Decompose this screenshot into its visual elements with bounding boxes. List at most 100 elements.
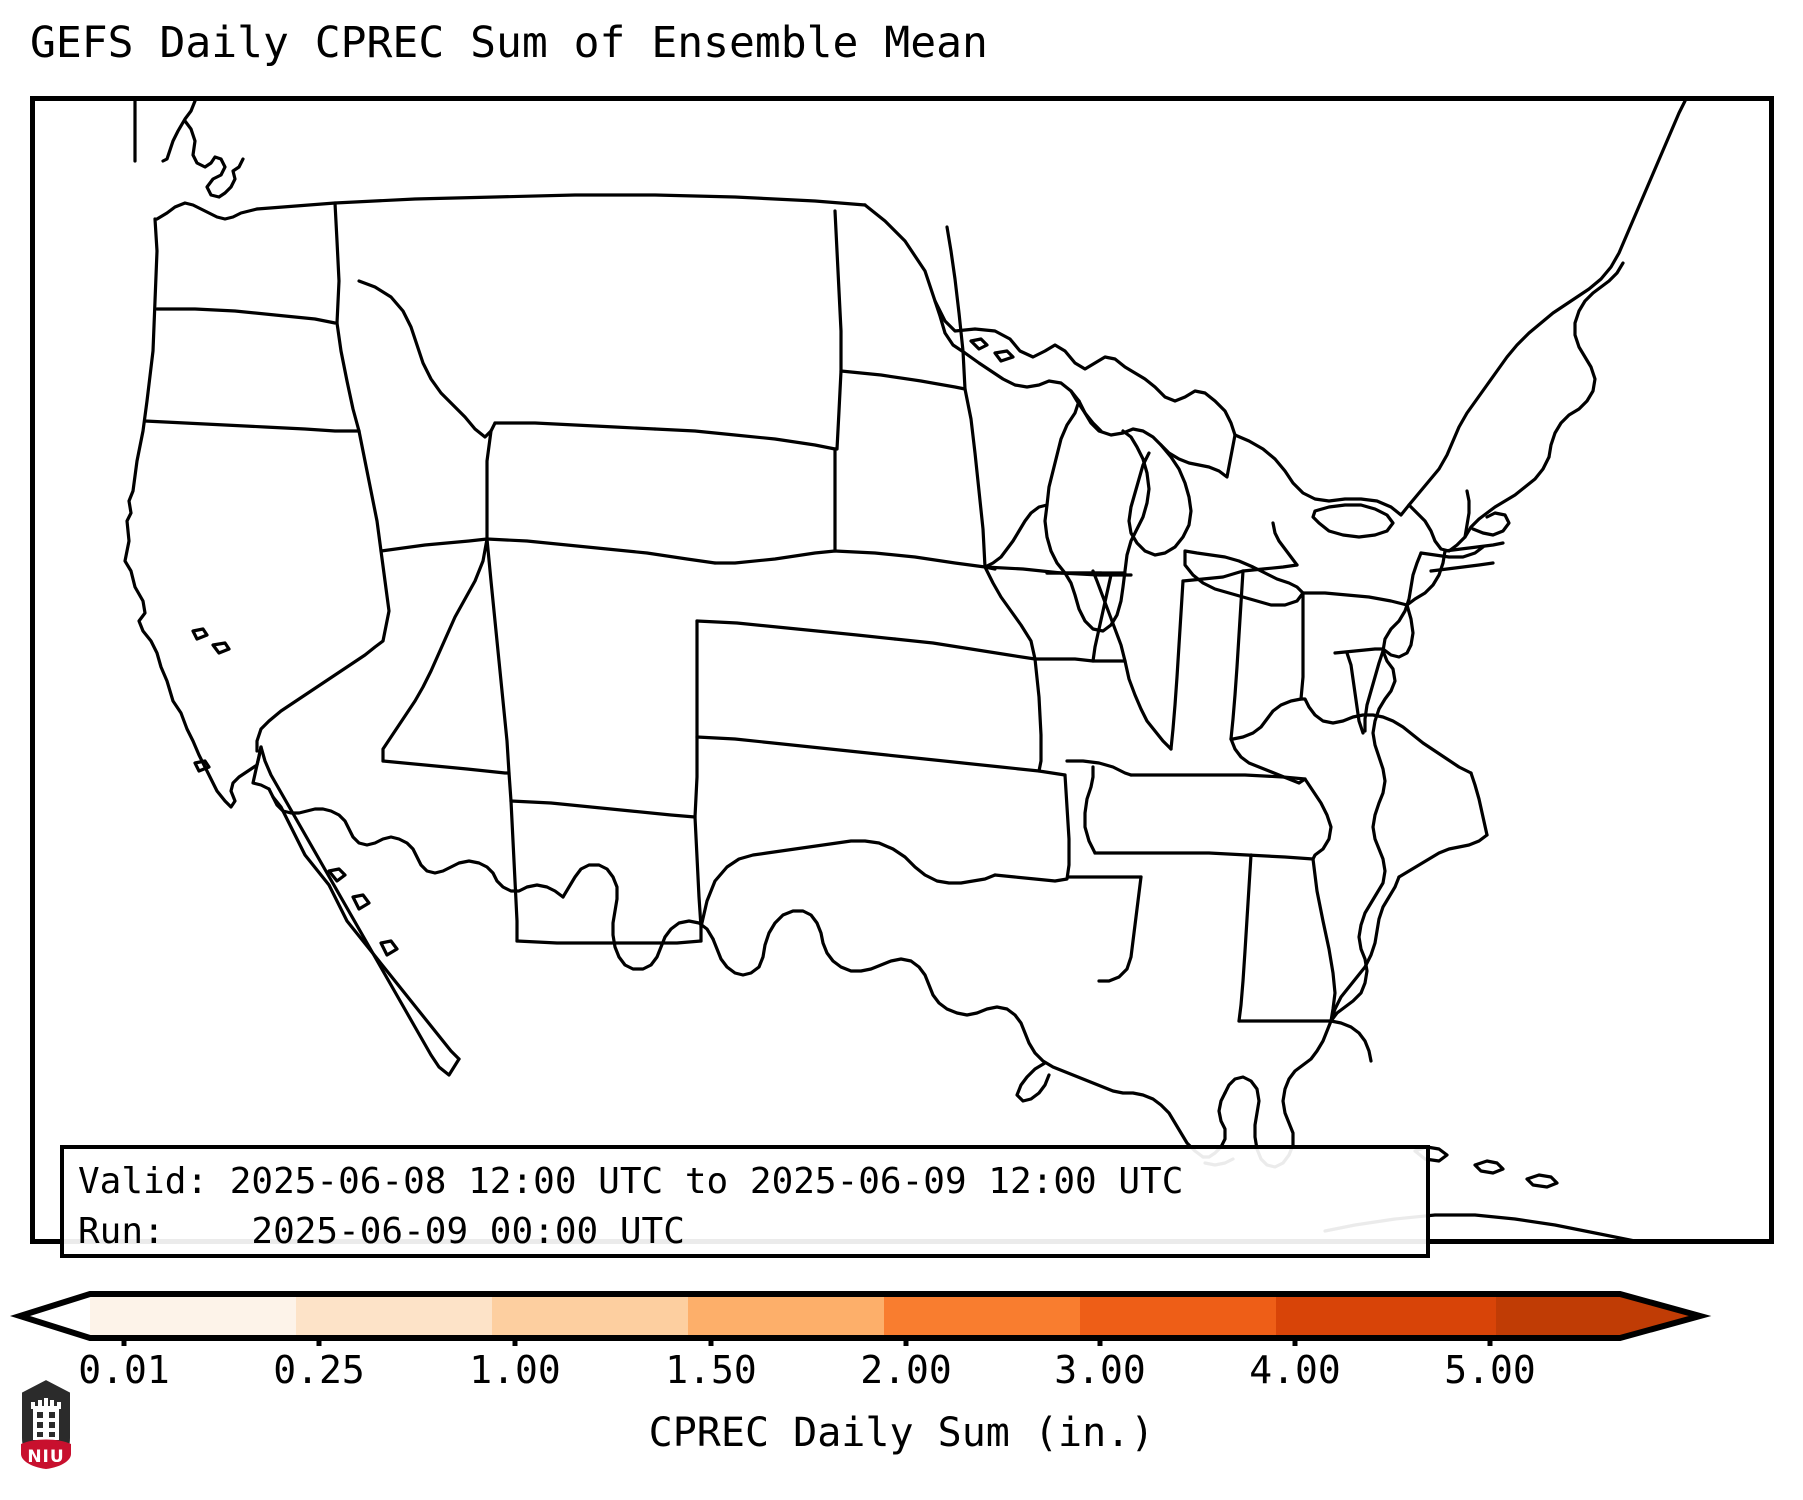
state-line-al-ga xyxy=(1311,857,1337,1023)
state-line-nm-tx-south xyxy=(515,939,703,945)
mississippi-delta xyxy=(1015,1061,1051,1103)
colorbar-tick-labels: 0.01 0.25 1.00 1.50 2.00 3.00 4.00 5.00 xyxy=(0,1348,1803,1398)
state-line-in-mi xyxy=(1181,569,1245,583)
colorbar-segment-6 xyxy=(1080,1294,1276,1338)
state-line-or-id xyxy=(335,321,361,433)
mid-atlantic-coast xyxy=(1223,551,1423,1169)
state-line-ok-tx xyxy=(699,839,997,929)
page-title: GEFS Daily CPREC Sum of Ensemble Mean xyxy=(30,18,988,68)
mexico-border-west xyxy=(251,745,271,791)
colorbar-segment-2 xyxy=(296,1294,492,1338)
colorbar-svg xyxy=(9,1291,1712,1346)
niu-banner xyxy=(21,1439,71,1469)
state-line-il-wi-north xyxy=(1045,571,1113,577)
state-line-ma-ct xyxy=(1429,561,1495,573)
colorbar-tick-label: 0.01 xyxy=(78,1348,170,1392)
colorbar-tick-label: 5.00 xyxy=(1444,1348,1536,1392)
valid-time-text: Valid: 2025-06-08 12:00 UTC to 2025-06-0… xyxy=(78,1161,1184,1202)
state-line-co-ne-ks xyxy=(695,619,897,641)
ne-canada-border xyxy=(1233,101,1687,517)
state-line-ne-ia-mo xyxy=(983,565,1037,661)
channel-island-2 xyxy=(211,641,231,655)
cape-cod xyxy=(1471,511,1511,537)
state-line-ut-wy-north xyxy=(485,429,493,541)
lake-ontario xyxy=(1311,503,1395,539)
state-line-wi-ia-il xyxy=(1091,573,1113,663)
texas-gulf xyxy=(561,863,715,971)
gulf-coast xyxy=(711,909,1205,1159)
lake-huron xyxy=(1127,443,1193,557)
colorbar-segments xyxy=(20,1294,1700,1338)
state-line-sd-mn-ia xyxy=(963,387,987,569)
rio-grande xyxy=(267,787,565,899)
gulf-of-california-islet-3 xyxy=(379,939,399,957)
state-line-ny-ct-ma xyxy=(1443,541,1505,553)
state-line-mt-wy xyxy=(653,427,837,451)
lake-superior-islet xyxy=(993,349,1015,363)
baja-west xyxy=(259,745,461,1077)
state-line-ia-mo xyxy=(1033,657,1127,663)
state-line-il-mo-ia xyxy=(1091,569,1127,663)
state-line-tn-nc xyxy=(1303,777,1333,861)
state-line-nm-tx xyxy=(693,815,703,943)
state-line-id-mt xyxy=(357,279,497,439)
gulf-of-california-islet-2 xyxy=(351,893,371,911)
us-canada-border-west xyxy=(255,193,867,211)
niu-banner-text: NIU xyxy=(27,1447,64,1467)
state-line-tn-south xyxy=(1093,851,1315,861)
michigan-east-coast xyxy=(1271,521,1299,567)
niu-logo: NIU xyxy=(20,1377,72,1471)
state-line-ms-la xyxy=(1097,875,1143,983)
bahamas-3 xyxy=(1525,1173,1559,1189)
state-line-id-wy xyxy=(493,421,657,431)
pacific-nw-coast xyxy=(161,101,197,163)
colorbar-axis-label: CPREC Daily Sum (in.) xyxy=(648,1410,1155,1456)
map-plot-area xyxy=(30,96,1774,1244)
state-line-ar-tn-ms xyxy=(1083,765,1097,855)
state-line-wa-or xyxy=(155,307,337,325)
isle-royale xyxy=(969,337,989,351)
colorbar-tick-label: 3.00 xyxy=(1054,1348,1146,1392)
bahamas-2 xyxy=(1473,1159,1505,1175)
state-line-ms-al xyxy=(1237,853,1253,1023)
puget-sound xyxy=(183,119,245,199)
maine-coast xyxy=(1547,261,1625,459)
state-line-or-ca-nv xyxy=(143,419,361,433)
northeast-coast xyxy=(1407,455,1551,553)
state-line-ks-ok xyxy=(695,735,1067,777)
state-line-il-ky-in xyxy=(1123,659,1173,751)
state-line-nc-va xyxy=(1469,771,1489,837)
colorbar-tick-label: 1.50 xyxy=(665,1348,757,1392)
olympic-peninsula xyxy=(155,201,259,221)
colorbar-tick-label: 4.00 xyxy=(1249,1348,1341,1392)
green-bay xyxy=(1069,389,1103,433)
channel-island-1 xyxy=(191,627,209,641)
state-line-ky-oh-wv xyxy=(1229,737,1307,785)
state-line-vt-nh xyxy=(1463,489,1471,539)
colorbar-segment-1 xyxy=(90,1294,296,1338)
state-line-oh-pa xyxy=(1299,591,1305,701)
colorbar-tick-label: 1.00 xyxy=(469,1348,561,1392)
colorbar-tick-label: 2.00 xyxy=(860,1348,952,1392)
state-line-wy-co xyxy=(485,537,717,565)
colorbar-tick-label: 0.25 xyxy=(273,1348,365,1392)
state-line-ut-az xyxy=(381,759,511,775)
state-line-ut-co xyxy=(485,537,513,803)
niu-castle-windows xyxy=(37,1412,55,1437)
west-coast xyxy=(123,217,263,809)
state-line-sd-ne xyxy=(833,549,997,571)
colorbar xyxy=(0,1286,1803,1346)
state-line-il-in xyxy=(1169,579,1185,751)
colorbar-segment-over xyxy=(1496,1294,1700,1338)
state-line-pa-ny xyxy=(1301,591,1409,607)
colorbar-segment-3 xyxy=(492,1294,688,1338)
state-line-nv-ut xyxy=(379,537,489,553)
state-line-ga-fl xyxy=(1329,1019,1373,1063)
guadalupe-islet xyxy=(193,759,211,773)
state-line-wy-ne xyxy=(713,549,837,565)
state-line-nd-mn xyxy=(945,225,967,391)
colorbar-segment-0 xyxy=(20,1294,96,1338)
conus-map xyxy=(123,101,1687,1239)
state-line-ar-mo xyxy=(1065,759,1133,777)
state-line-ok-ar-mo xyxy=(993,773,1071,883)
